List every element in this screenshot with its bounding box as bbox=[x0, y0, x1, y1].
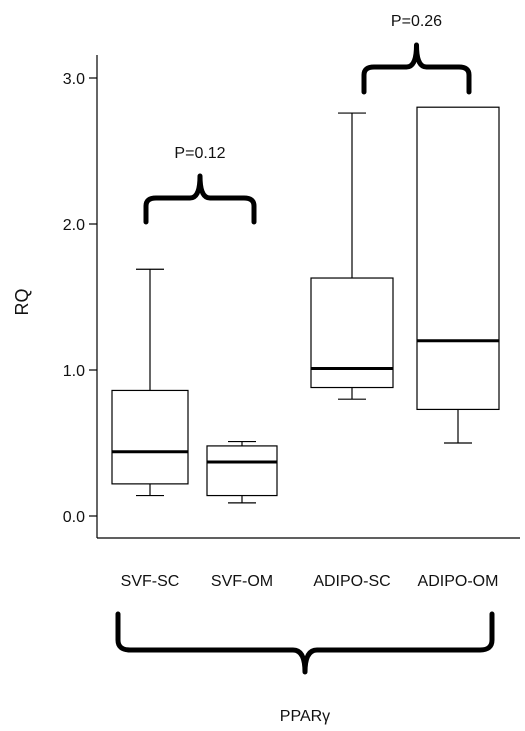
box-adipo-sc bbox=[310, 112, 394, 400]
category-label: ADIPO-SC bbox=[313, 573, 390, 590]
category-label: ADIPO-OM bbox=[418, 573, 499, 590]
category-labels: SVF-SC SVF-OM ADIPO-SC ADIPO-OM bbox=[121, 573, 499, 590]
comparison-brace bbox=[361, 42, 472, 95]
box-adipo-om bbox=[416, 106, 500, 444]
category-label: SVF-OM bbox=[211, 573, 273, 590]
comparison-brace bbox=[143, 173, 257, 225]
iqr-box bbox=[310, 277, 394, 389]
category-label: SVF-SC bbox=[121, 573, 180, 590]
y-axis-label: RQ bbox=[12, 289, 32, 316]
y-tick-label: 2.0 bbox=[63, 217, 85, 234]
y-tick-label: 1.0 bbox=[63, 363, 85, 380]
p-value-label: P=0.26 bbox=[391, 13, 442, 30]
comparison-annotations: P=0.12 P=0.26 bbox=[143, 13, 472, 225]
axes bbox=[96, 55, 520, 539]
iqr-box bbox=[111, 389, 189, 485]
p-value-label: P=0.12 bbox=[174, 145, 225, 162]
group-label: PPARγ bbox=[280, 708, 330, 725]
box-svf-sc bbox=[111, 268, 189, 497]
group-brace bbox=[115, 611, 495, 675]
comparison-1: P=0.12 bbox=[143, 145, 257, 225]
boxes bbox=[111, 106, 500, 504]
box-svf-om bbox=[206, 440, 278, 504]
iqr-box bbox=[416, 106, 500, 411]
y-tick-label: 0.0 bbox=[63, 509, 85, 526]
comparison-2: P=0.26 bbox=[361, 13, 472, 95]
iqr-box bbox=[206, 445, 278, 497]
y-ticks: 0.0 1.0 2.0 3.0 bbox=[63, 71, 97, 526]
y-tick-label: 3.0 bbox=[63, 71, 85, 88]
